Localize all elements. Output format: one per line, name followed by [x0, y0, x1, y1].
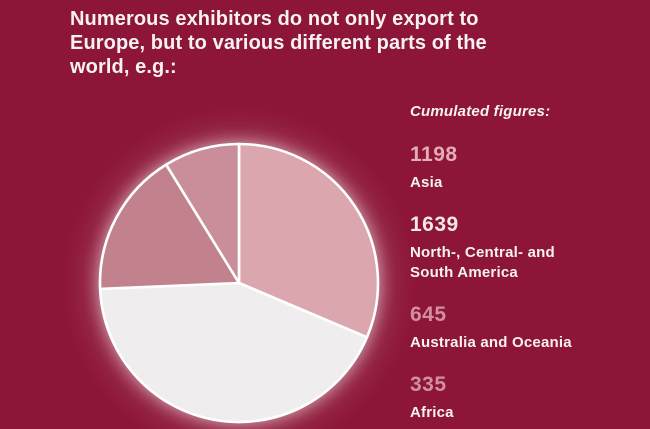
pie-slice-north-central-and-south-america	[98, 281, 369, 424]
legend-label-americas: North-, Central- and South America	[410, 244, 555, 281]
legend: Cumulated figures: 1198 Asia 1639 North-…	[410, 103, 630, 429]
legend-label-asia: Asia	[410, 174, 443, 191]
pie-chart	[97, 141, 381, 425]
pie-slice-africa	[164, 142, 241, 285]
legend-value-africa: 335	[410, 373, 447, 396]
pie-slice-asia	[237, 142, 380, 339]
legend-label-africa: Africa	[410, 404, 454, 421]
legend-item-australia-oceania: 645 Australia and Oceania	[410, 303, 630, 353]
legend-item-americas: 1639 North-, Central- and South America	[410, 213, 630, 283]
title-line-2: Europe, but to various different parts o…	[70, 32, 487, 54]
legend-value-asia: 1198	[410, 143, 458, 166]
legend-label-australia-oceania: Australia and Oceania	[410, 334, 572, 351]
title-line-3: world, e.g.:	[70, 56, 177, 78]
legend-value-australia-oceania: 645	[410, 303, 447, 326]
pie-chart-svg	[98, 142, 380, 424]
legend-heading: Cumulated figures:	[410, 103, 551, 120]
legend-item-africa: 335 Africa	[410, 373, 630, 423]
page-title: Numerous exhibitors do not only export t…	[70, 7, 570, 79]
pie-slice-australia-and-oceania	[98, 163, 241, 291]
title-line-1: Numerous exhibitors do not only export t…	[70, 8, 479, 30]
legend-value-americas: 1639	[410, 213, 459, 236]
legend-item-asia: 1198 Asia	[410, 143, 630, 193]
